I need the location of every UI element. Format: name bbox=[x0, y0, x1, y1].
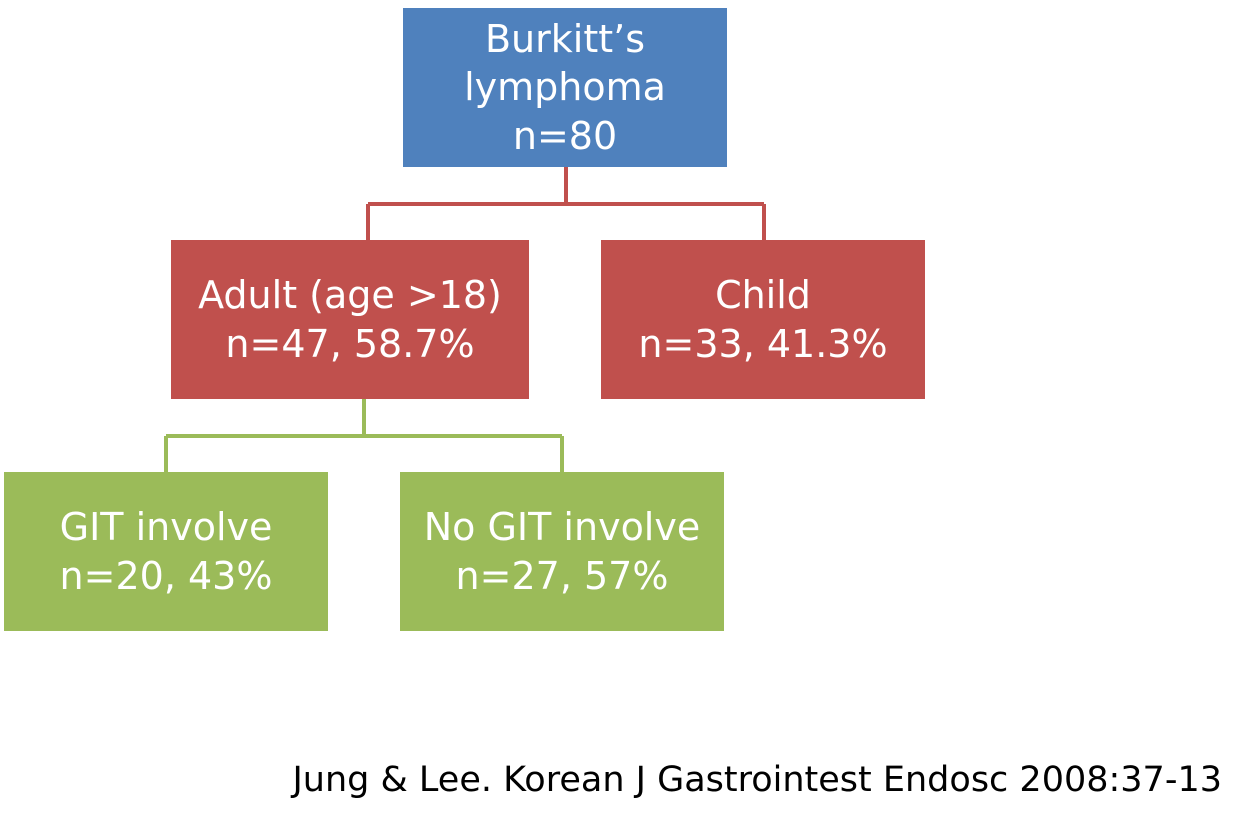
node-no-git-involve: No GIT involve n=27, 57% bbox=[400, 472, 724, 631]
node-burkitts-lymphoma: Burkitt’s lymphoma n=80 bbox=[403, 8, 727, 167]
node-root-line-1: Burkitt’s bbox=[484, 17, 645, 62]
node-nogit-line-2: n=27, 57% bbox=[455, 553, 669, 598]
node-child: Child n=33, 41.3% bbox=[601, 240, 925, 399]
citation: Jung & Lee. Korean J Gastrointest Endosc… bbox=[292, 760, 1222, 800]
node-adult-line-1: Adult (age >18) bbox=[198, 273, 502, 318]
node-child-line-2: n=33, 41.3% bbox=[638, 321, 888, 366]
root-to-level1-connector bbox=[366, 167, 766, 240]
node-git-involve: GIT involve n=20, 43% bbox=[4, 472, 328, 631]
node-git-line-2: n=20, 43% bbox=[59, 553, 273, 598]
node-child-line-1: Child bbox=[715, 273, 811, 318]
adult-to-level2-connector bbox=[164, 399, 564, 472]
node-adult-line-2: n=47, 58.7% bbox=[225, 321, 475, 366]
node-root-line-3: n=80 bbox=[512, 113, 618, 158]
node-adult: Adult (age >18) n=47, 58.7% bbox=[171, 240, 529, 399]
node-git-line-1: GIT involve bbox=[59, 505, 273, 550]
node-root-line-2: lymphoma bbox=[464, 65, 666, 110]
node-nogit-line-1: No GIT involve bbox=[423, 505, 701, 550]
